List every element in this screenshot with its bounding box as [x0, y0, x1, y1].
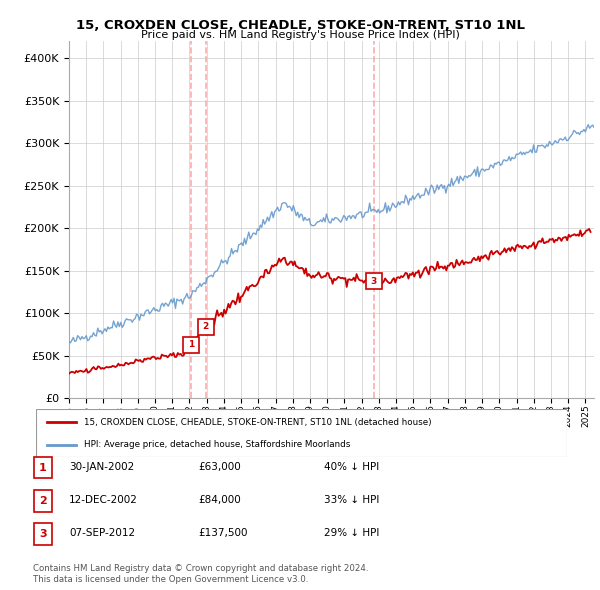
Text: 1: 1 [188, 340, 194, 349]
Text: £137,500: £137,500 [198, 529, 248, 538]
Text: Contains HM Land Registry data © Crown copyright and database right 2024.: Contains HM Land Registry data © Crown c… [33, 565, 368, 573]
FancyBboxPatch shape [36, 409, 567, 457]
Text: 30-JAN-2002: 30-JAN-2002 [69, 463, 134, 472]
Text: 3: 3 [370, 277, 377, 286]
Text: 2: 2 [203, 322, 209, 332]
Text: 33% ↓ HPI: 33% ↓ HPI [324, 496, 379, 505]
Text: This data is licensed under the Open Government Licence v3.0.: This data is licensed under the Open Gov… [33, 575, 308, 584]
Text: 3: 3 [39, 529, 47, 539]
Text: 40% ↓ HPI: 40% ↓ HPI [324, 463, 379, 472]
Text: 07-SEP-2012: 07-SEP-2012 [69, 529, 135, 538]
Text: £84,000: £84,000 [198, 496, 241, 505]
Text: 2: 2 [39, 496, 47, 506]
FancyBboxPatch shape [34, 490, 52, 512]
Text: 12-DEC-2002: 12-DEC-2002 [69, 496, 138, 505]
Text: 1: 1 [39, 463, 47, 473]
FancyBboxPatch shape [34, 523, 52, 545]
FancyBboxPatch shape [34, 457, 52, 478]
Text: HPI: Average price, detached house, Staffordshire Moorlands: HPI: Average price, detached house, Staf… [84, 440, 350, 449]
Text: £63,000: £63,000 [198, 463, 241, 472]
Text: Price paid vs. HM Land Registry's House Price Index (HPI): Price paid vs. HM Land Registry's House … [140, 30, 460, 40]
Text: 15, CROXDEN CLOSE, CHEADLE, STOKE-ON-TRENT, ST10 1NL (detached house): 15, CROXDEN CLOSE, CHEADLE, STOKE-ON-TRE… [84, 418, 431, 427]
Text: 29% ↓ HPI: 29% ↓ HPI [324, 529, 379, 538]
Text: 15, CROXDEN CLOSE, CHEADLE, STOKE-ON-TRENT, ST10 1NL: 15, CROXDEN CLOSE, CHEADLE, STOKE-ON-TRE… [76, 19, 524, 32]
